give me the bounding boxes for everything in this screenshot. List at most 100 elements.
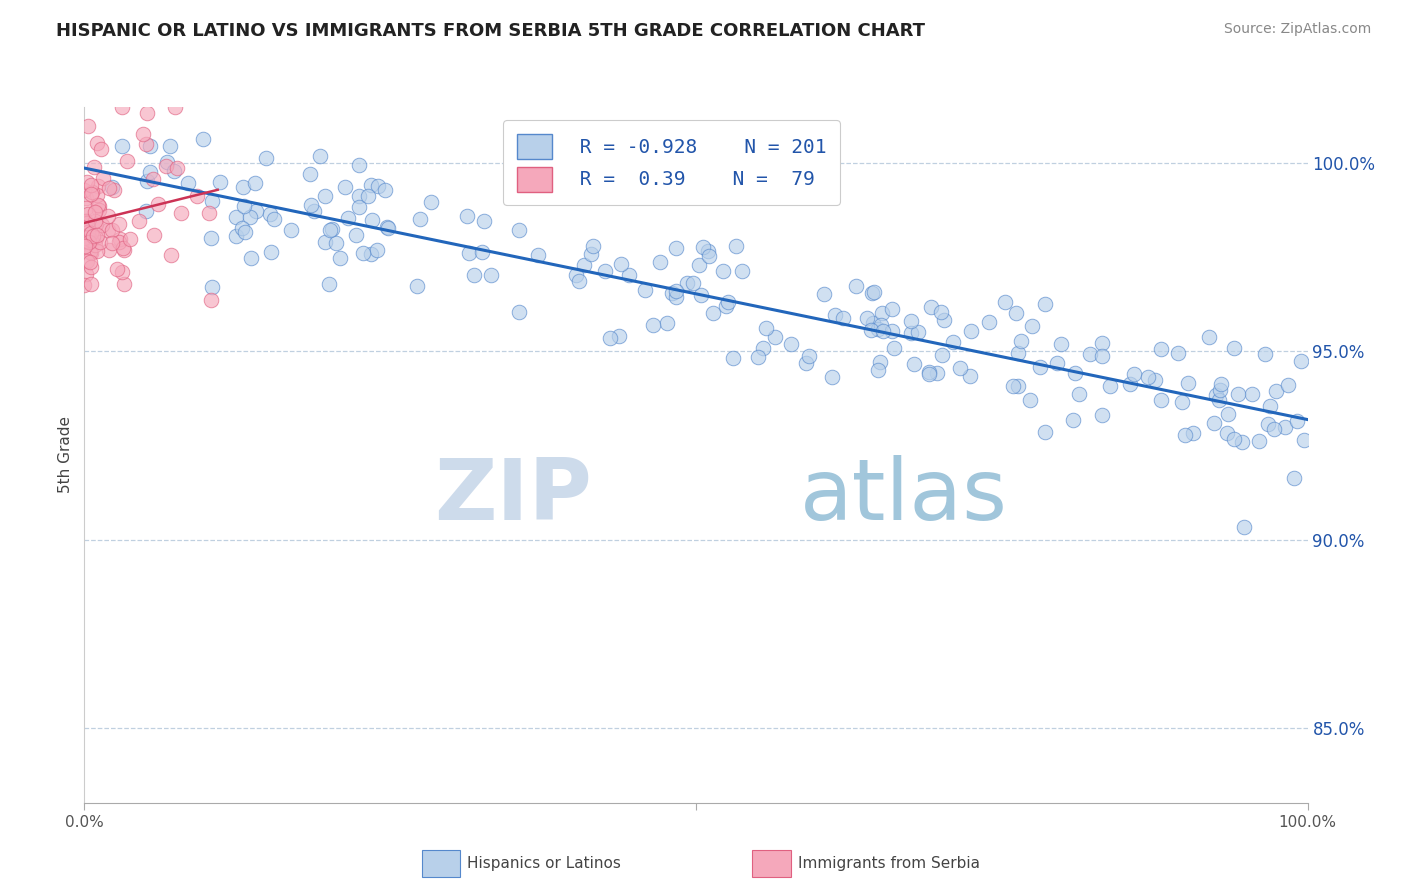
Point	[1241, 387, 1264, 401]
Point	[135, 174, 157, 188]
Point	[1233, 520, 1256, 534]
Point	[406, 279, 429, 293]
Point	[813, 287, 835, 301]
Point	[1137, 370, 1160, 384]
Point	[75, 213, 97, 227]
Point	[361, 213, 384, 227]
Point	[232, 180, 254, 194]
Point	[159, 138, 181, 153]
Point	[869, 355, 891, 369]
Text: Source: ZipAtlas.com: Source: ZipAtlas.com	[1223, 22, 1371, 37]
Point	[1002, 379, 1025, 393]
Point	[1289, 354, 1312, 368]
Point	[994, 294, 1017, 309]
Point	[932, 313, 955, 327]
Point	[1018, 393, 1040, 408]
Point	[1249, 434, 1271, 449]
Point	[1062, 413, 1084, 427]
Text: Hispanics or Latinos: Hispanics or Latinos	[467, 855, 621, 871]
Point	[98, 180, 121, 194]
Point	[702, 306, 724, 320]
Point	[366, 243, 388, 257]
Point	[79, 187, 101, 202]
Point	[1119, 377, 1142, 392]
Point	[1064, 367, 1087, 381]
Point	[108, 235, 131, 249]
Point	[1208, 392, 1230, 407]
Point	[117, 153, 139, 168]
Point	[1171, 395, 1194, 409]
Point	[80, 277, 103, 292]
Point	[254, 151, 277, 165]
Point	[200, 280, 222, 294]
Point	[176, 177, 198, 191]
Point	[108, 232, 131, 246]
Point	[76, 216, 98, 230]
Point	[1091, 349, 1114, 363]
Point	[77, 235, 100, 249]
Point	[1198, 330, 1220, 344]
Point	[959, 369, 981, 384]
Point	[456, 209, 478, 223]
Point	[159, 247, 181, 261]
Point	[83, 161, 105, 175]
Point	[526, 248, 548, 262]
Point	[75, 267, 97, 281]
Point	[1282, 471, 1305, 485]
Point	[799, 349, 821, 363]
Point	[1216, 408, 1239, 422]
Point	[1029, 360, 1052, 375]
Legend:  R = -0.928    N = 201,  R =  0.39    N =  79: R = -0.928 N = 201, R = 0.39 N = 79	[503, 120, 839, 205]
Point	[610, 257, 633, 271]
Point	[302, 204, 325, 219]
Point	[86, 188, 108, 202]
Point	[141, 172, 163, 186]
Point	[508, 305, 530, 319]
Point	[136, 105, 159, 120]
Point	[582, 239, 605, 253]
Point	[1216, 426, 1239, 441]
Point	[329, 251, 352, 265]
Point	[661, 286, 683, 301]
Point	[89, 235, 111, 250]
Point	[665, 284, 688, 298]
Point	[200, 231, 222, 245]
Point	[111, 265, 134, 279]
Point	[107, 217, 129, 231]
Point	[263, 211, 285, 226]
Point	[83, 213, 105, 227]
Point	[163, 163, 186, 178]
Point	[76, 175, 98, 189]
Point	[73, 239, 96, 253]
Point	[664, 241, 686, 255]
Point	[1232, 435, 1254, 450]
Point	[665, 290, 688, 304]
Point	[347, 200, 370, 214]
Text: ZIP: ZIP	[434, 455, 592, 538]
Point	[259, 245, 281, 260]
Point	[138, 139, 160, 153]
Point	[1285, 414, 1308, 428]
Point	[97, 209, 120, 223]
Point	[107, 261, 129, 276]
Point	[1007, 346, 1029, 360]
Point	[942, 334, 965, 349]
Point	[73, 183, 96, 197]
Point	[731, 264, 754, 278]
Point	[118, 232, 141, 246]
Point	[1223, 432, 1246, 446]
Point	[872, 306, 894, 320]
Point	[97, 222, 120, 236]
Point	[860, 285, 883, 300]
Point	[111, 138, 134, 153]
Point	[1209, 383, 1232, 397]
Point	[862, 316, 884, 330]
Point	[1177, 376, 1199, 391]
Point	[856, 311, 879, 326]
Point	[79, 245, 101, 260]
Point	[931, 348, 953, 362]
Point	[90, 142, 112, 156]
Point	[949, 361, 972, 376]
Point	[870, 318, 893, 332]
Point	[883, 341, 905, 355]
